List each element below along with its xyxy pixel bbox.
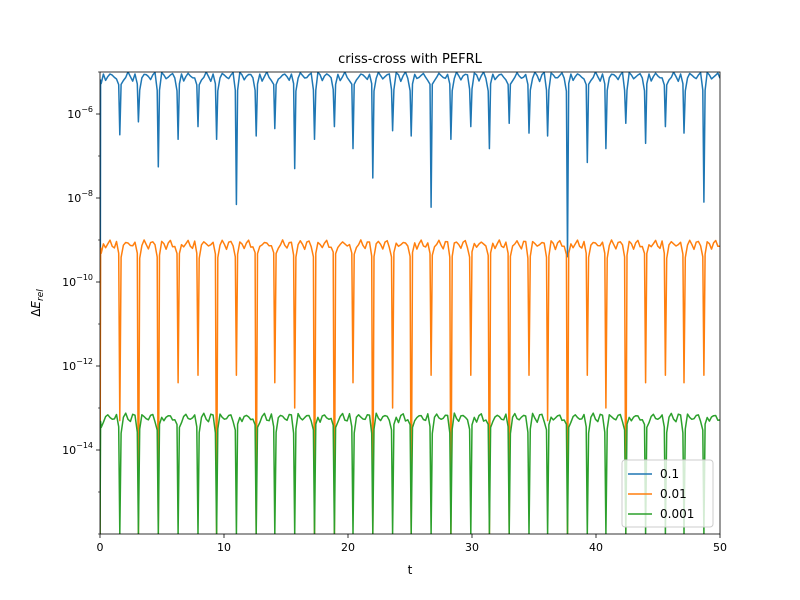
x-tick-label: 10 (217, 541, 231, 554)
x-tick-label: 50 (713, 541, 727, 554)
legend-label: 0.1 (660, 467, 679, 481)
series-line-0-01 (100, 239, 720, 534)
x-tick-label: 0 (97, 541, 104, 554)
x-tick-label: 30 (465, 541, 479, 554)
x-axis-label: t (408, 563, 413, 577)
x-tick-label: 40 (589, 541, 603, 554)
legend-label: 0.001 (660, 507, 694, 521)
series-line-0-1 (100, 72, 720, 534)
y-tick-label: 10−6 (67, 105, 93, 121)
legend-frame (621, 459, 714, 528)
y-tick-label: 10−14 (62, 441, 93, 457)
x-tick-label: 20 (341, 541, 355, 554)
legend-label: 0.01 (660, 487, 687, 501)
chart-title: criss-cross with PEFRL (338, 52, 482, 67)
axes: 0 10 20 30 40 50 10−6 10−8 10−10 10−12 10−14 (62, 71, 727, 554)
series-layer (100, 72, 720, 534)
y-tick-label: 10−10 (62, 273, 93, 289)
plot-frame (99, 71, 721, 535)
legend: 0.1 0.01 0.001 (621, 459, 714, 528)
y-tick-label: 10−8 (67, 189, 93, 205)
y-tick-label: 10−12 (62, 357, 93, 373)
series-line-0-001 (100, 412, 720, 534)
